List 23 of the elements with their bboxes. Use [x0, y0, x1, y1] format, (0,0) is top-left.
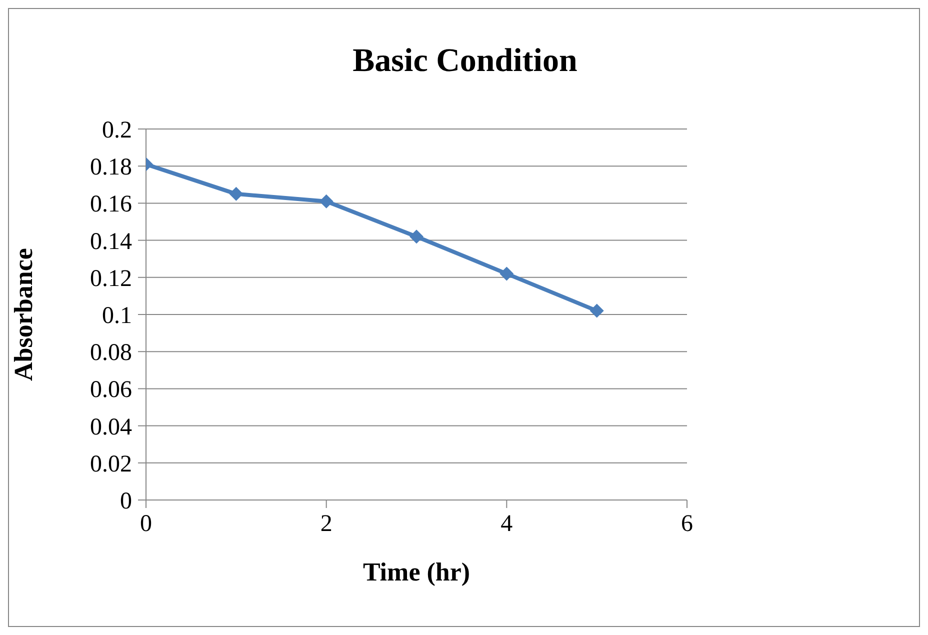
- y-tick-label: 0.14: [90, 228, 132, 255]
- point: [590, 304, 604, 318]
- y-tick-label: 0.02: [90, 451, 132, 478]
- x-tick-label: 6: [681, 511, 693, 538]
- x-tick-label: 2: [320, 511, 332, 538]
- y-tick-label: 0.18: [90, 154, 132, 181]
- y-tick-label: 0.2: [102, 118, 132, 144]
- y-axis-title: Absorbance: [9, 248, 38, 381]
- y-tick-label: 0.08: [90, 340, 132, 366]
- y-tick-label: 0.12: [90, 266, 132, 292]
- chart-title: Basic Condition: [352, 43, 578, 80]
- y-tick-label: 0.1: [102, 303, 132, 330]
- y-tick-label: 0: [120, 488, 132, 515]
- y-tick-label: 0.16: [90, 192, 132, 218]
- y-tick-label: 0.04: [90, 414, 132, 440]
- x-axis-title: Time (hr): [362, 557, 470, 586]
- x-tick-label: 0: [140, 511, 152, 538]
- point: [500, 266, 514, 281]
- point: [319, 194, 334, 208]
- y-tick-label: 0.06: [90, 377, 132, 404]
- point: [229, 186, 244, 201]
- x-tick-label: 4: [500, 511, 513, 538]
- point: [410, 230, 424, 244]
